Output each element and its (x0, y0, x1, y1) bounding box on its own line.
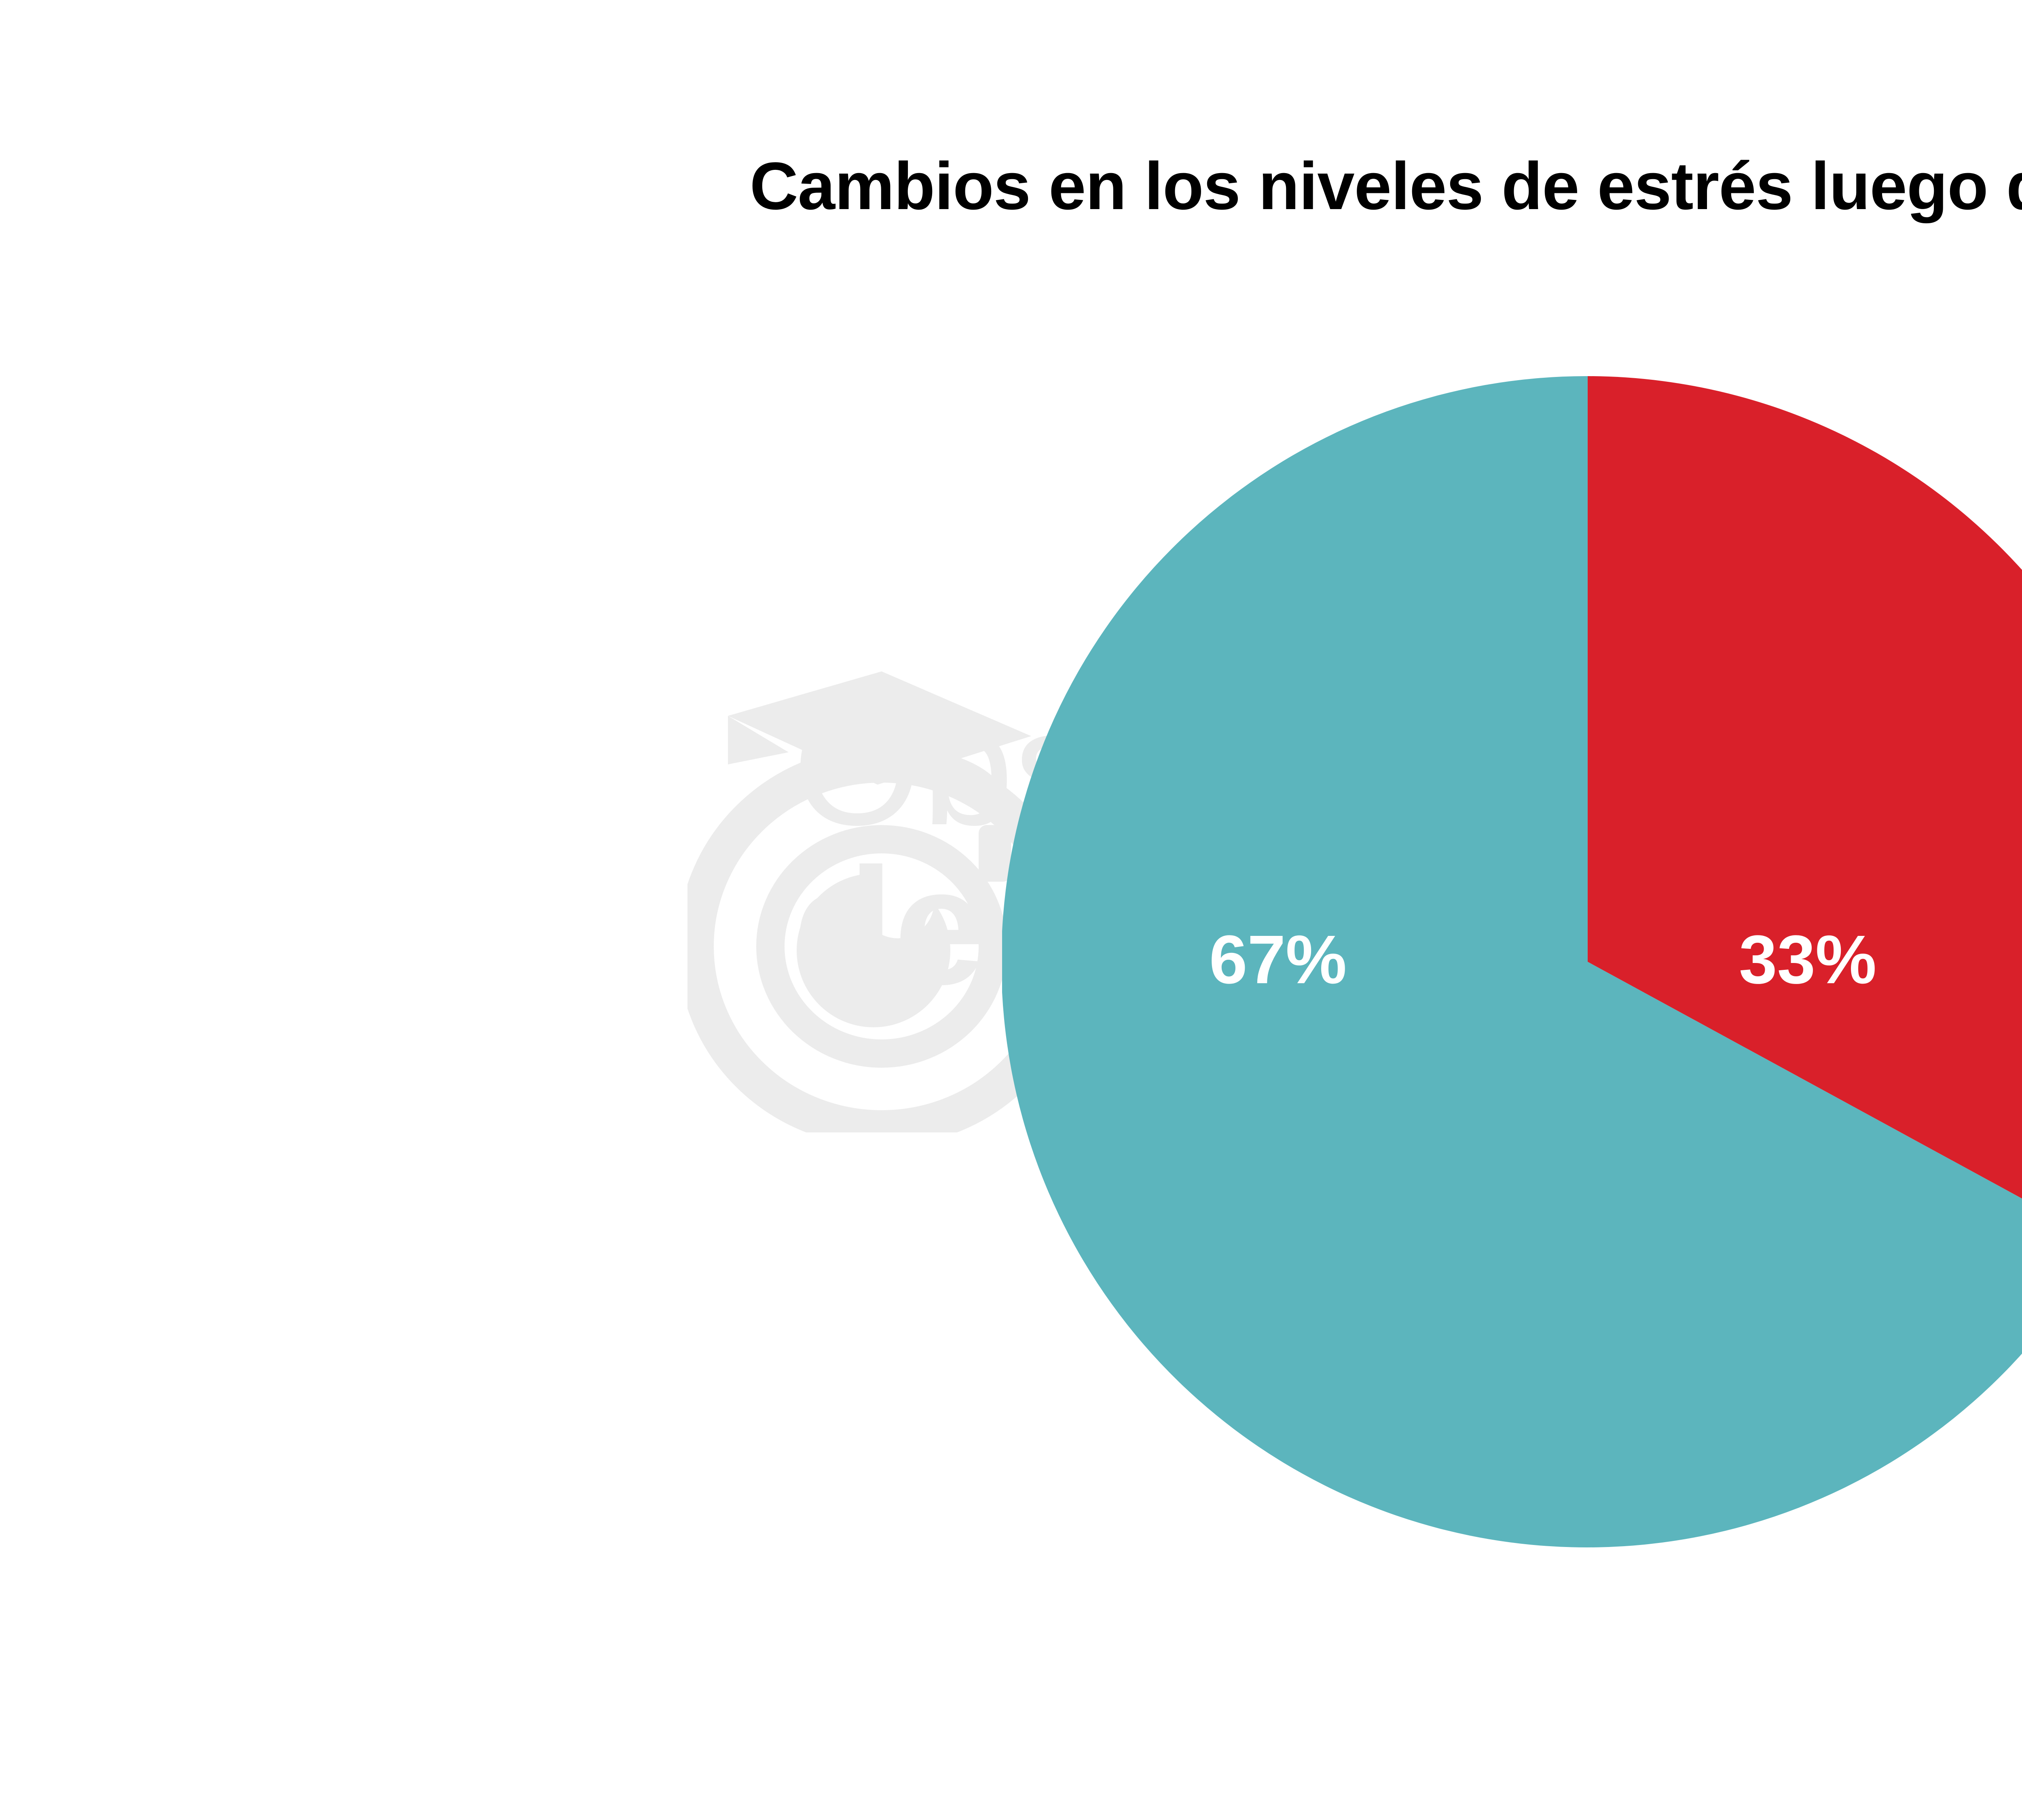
pie-chart-svg (1002, 376, 2022, 1547)
pie-slice-no[interactable] (1588, 376, 2022, 1242)
pie-slice-si[interactable] (1002, 376, 2022, 1547)
pie-slice-label-no: 33% (1739, 921, 1877, 998)
pie-slice-label-si: 67% (1209, 921, 1347, 998)
pie-chart (1002, 376, 2022, 1547)
page-title: Cambios en los niveles de estrés luego d… (749, 149, 2022, 224)
